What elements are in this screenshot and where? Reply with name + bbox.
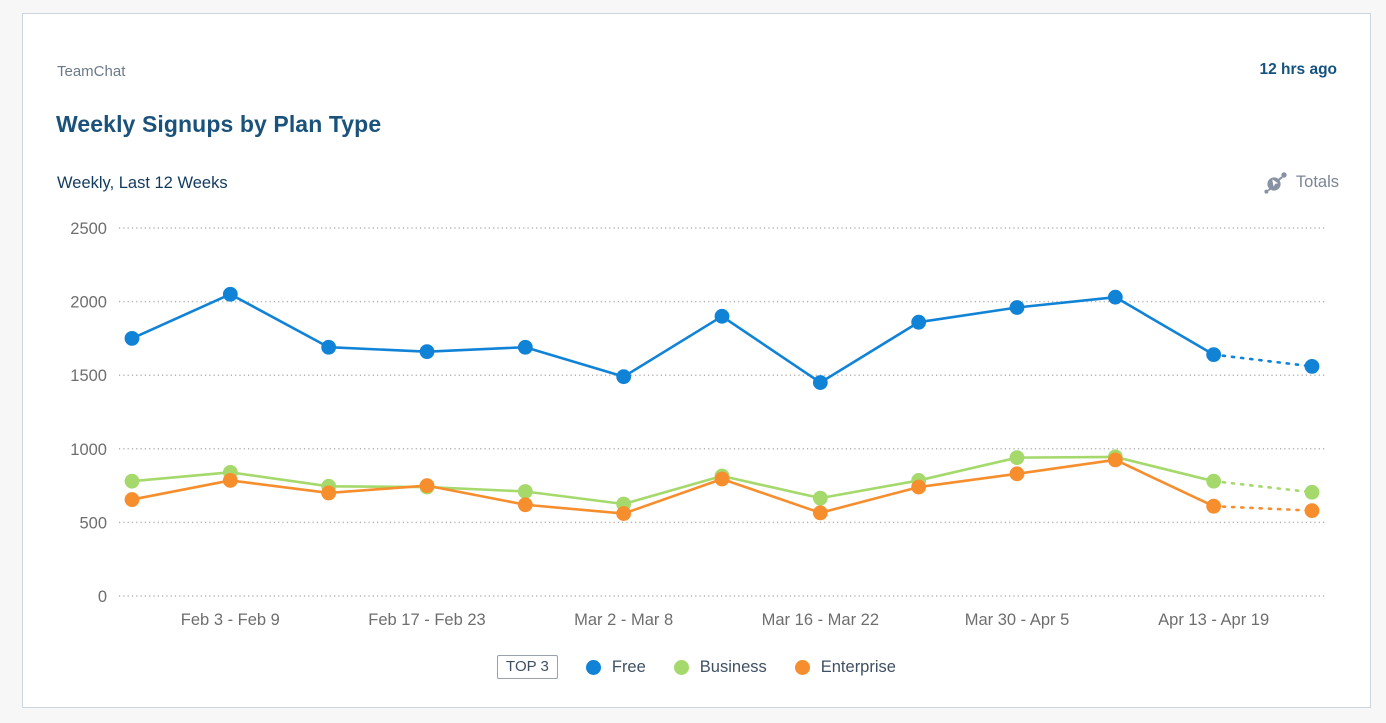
chart-subtitle: Weekly, Last 12 Weeks — [57, 174, 228, 192]
analytics-card: TeamChat 12 hrs ago Weekly Signups by Pl… — [22, 13, 1371, 708]
business-series-dot-icon — [673, 659, 689, 675]
svg-text:0: 0 — [98, 588, 107, 606]
totals-label: Totals — [1295, 173, 1339, 191]
app-name: TeamChat — [57, 63, 126, 80]
legend-label-free: Free — [611, 657, 646, 676]
top3-badge: TOP 3 — [497, 655, 558, 679]
svg-text:Mar 2 - Mar 8: Mar 2 - Mar 8 — [574, 611, 673, 629]
totals-button[interactable]: Totals — [1263, 170, 1339, 195]
chart-canvas: 0 500 1000 1500 2000 2500 Feb 3 - Feb 9 Feb 17 … — [70, 220, 1327, 629]
legend-label-business: Business — [699, 657, 767, 676]
svg-text:2500: 2500 — [70, 220, 107, 238]
last-updated-timestamp: 12 hrs ago — [1259, 61, 1337, 78]
svg-text:500: 500 — [79, 514, 107, 532]
legend-item-enterprise[interactable]: Enterprise — [794, 657, 896, 677]
legend-item-business[interactable]: Business — [673, 657, 767, 677]
legend-item-free[interactable]: Free — [585, 657, 646, 677]
svg-text:2000: 2000 — [70, 294, 107, 312]
svg-text:Mar 30 - Apr 5: Mar 30 - Apr 5 — [965, 611, 1070, 629]
scatter-drill-icon — [1263, 170, 1288, 195]
svg-text:1500: 1500 — [70, 367, 107, 385]
svg-text:Feb 17 - Feb 23: Feb 17 - Feb 23 — [368, 611, 485, 629]
signups-line-chart: 0 500 1000 1500 2000 2500 Feb 3 - Feb 9 Feb 17 … — [57, 206, 1377, 646]
free-series-dot-icon — [585, 659, 601, 675]
enterprise-series-dot-icon — [794, 659, 810, 675]
svg-text:Apr 13 - Apr 19: Apr 13 - Apr 19 — [1158, 611, 1269, 629]
chart-legend: TOP 3 Free Business Enterprise — [23, 655, 1370, 679]
page-title: Weekly Signups by Plan Type — [56, 111, 382, 137]
legend-label-enterprise: Enterprise — [820, 657, 896, 676]
svg-text:Feb 3 - Feb 9: Feb 3 - Feb 9 — [181, 611, 280, 629]
svg-text:1000: 1000 — [70, 441, 107, 459]
svg-text:Mar 16 - Mar 22: Mar 16 - Mar 22 — [762, 611, 879, 629]
